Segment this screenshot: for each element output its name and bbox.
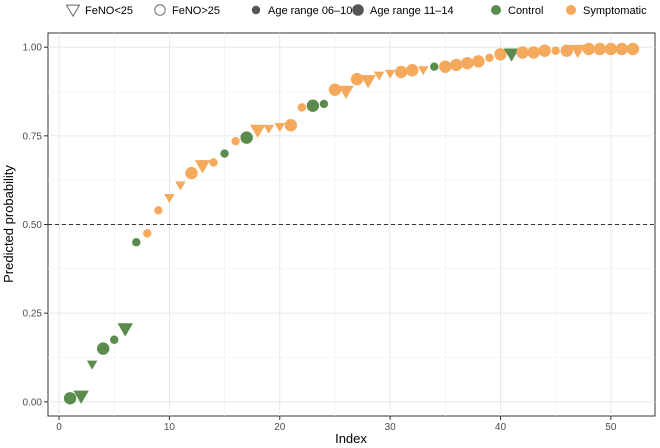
data-point [472,55,485,68]
data-point [96,342,110,355]
data-point [604,42,618,56]
data-point [373,71,385,81]
data-point [538,44,551,57]
data-point [593,42,607,56]
legend-item: FeNO<25 [65,4,133,18]
data-point [417,66,429,76]
data-point [306,99,320,112]
x-axis-ticks: 0 10 20 30 40 50 [56,416,617,433]
y-tick-label: 0.00 [23,397,43,408]
data-point [240,131,253,144]
data-point [461,56,474,70]
legend-item: Control [491,5,543,17]
data-point [164,193,175,203]
x-tick-label: 40 [495,422,507,433]
legend-key-color [566,5,576,15]
data-point [503,48,520,62]
data-point [297,103,307,112]
data-point [350,72,364,86]
data-point [194,160,211,174]
data-point [319,99,329,109]
x-axis-title: Index [335,431,367,446]
data-point [143,229,152,238]
x-tick-label: 50 [605,422,617,433]
data-point [430,62,439,71]
data-point [360,75,376,89]
data-point [117,323,134,337]
data-points [63,42,640,405]
data-point [494,48,507,61]
data-point [284,119,297,132]
x-tick-label: 30 [385,422,397,433]
x-tick-label: 0 [56,422,62,433]
y-tick-label: 1.00 [23,43,43,54]
data-point [249,124,266,138]
y-tick-label: 0.25 [23,309,43,320]
data-point [626,42,640,56]
legend-label: FeNO<25 [85,5,133,17]
data-point [231,136,240,146]
data-point [569,44,586,59]
legend-key-color [491,5,501,15]
y-tick-label: 0.75 [23,131,43,142]
legend-item: Age range 06–10 [251,5,352,17]
data-point [132,238,141,247]
data-point [527,46,540,59]
legend-key-size [352,4,364,16]
legend-label: FeNO>25 [172,5,220,17]
data-point [86,360,98,370]
data-point [439,60,452,73]
data-point [263,124,274,134]
data-point [560,44,573,57]
y-tick-label: 0.50 [23,220,43,231]
legend-key-triangle [65,4,81,18]
data-point [551,46,560,55]
data-point [516,46,529,59]
data-point [185,166,198,180]
data-point [220,149,229,158]
legend: FeNO<25 FeNO>25 Age range 06–10 Age range 1… [65,4,647,18]
legend-label: Control [508,5,543,17]
legend-item: Age range 11–14 [352,4,454,17]
legend-label: Age range 06–10 [268,5,352,17]
legend-item: FeNO>25 [154,4,220,17]
y-axis-title: Predicted probability [1,165,16,283]
legend-key-size [251,5,261,15]
data-point [485,53,494,63]
legend-label: Age range 11–14 [370,5,454,17]
data-point [154,206,163,215]
data-point [209,158,218,167]
data-point [110,335,119,344]
data-point [582,42,595,56]
data-point [328,83,342,96]
data-point [274,123,286,132]
data-point [450,58,463,72]
data-point [175,181,186,191]
x-tick-label: 10 [164,422,176,433]
data-point [73,390,89,404]
legend-key-circle [154,4,166,16]
data-point [394,65,408,79]
x-tick-label: 20 [274,422,286,433]
data-point [384,69,396,79]
data-point [338,85,354,99]
legend-label: Symptomatic [583,5,647,17]
data-point [615,42,629,56]
y-axis-ticks: 0.00 0.25 0.50 0.75 1.00 [23,43,48,408]
data-point [63,392,77,405]
legend-item: Symptomatic [566,5,647,17]
data-point [406,64,419,77]
